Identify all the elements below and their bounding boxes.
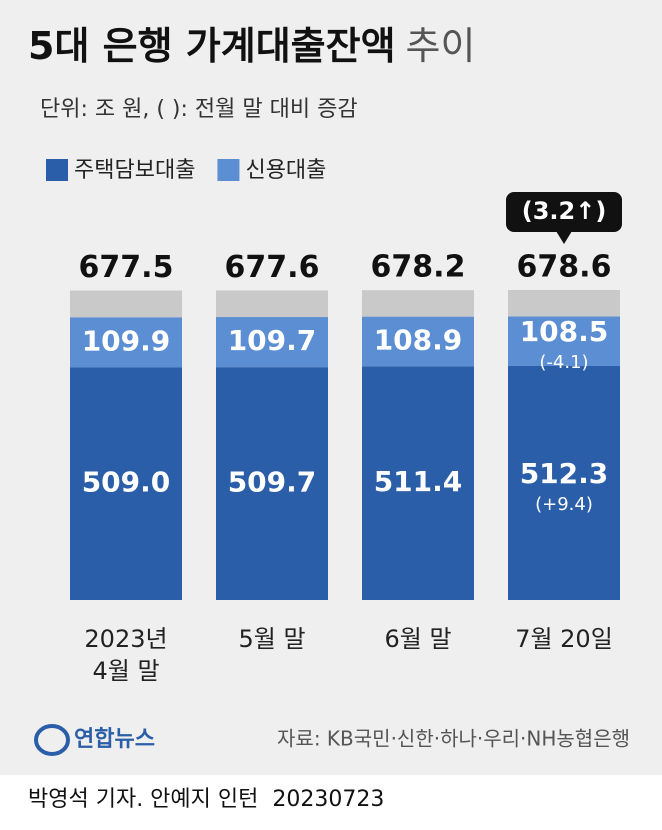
- bar-segment: [70, 367, 182, 600]
- bar-segment: [362, 316, 474, 367]
- total-label: 678.2: [371, 250, 466, 285]
- bar-remainder: [70, 290, 182, 318]
- x-tick-line: 7월 20일: [515, 625, 613, 653]
- bar-segment: [216, 367, 328, 600]
- logo-mark: [34, 724, 70, 756]
- bar-segment: [508, 365, 620, 600]
- credit: 박영석 기자. 안예지 인턴 20230723: [28, 787, 384, 812]
- bar-remainder: [216, 290, 328, 318]
- legend-label: 주택담보대출: [74, 158, 195, 183]
- legend-swatch: [46, 159, 68, 181]
- bars: 509.0 109.9 677.5 2023년 4월 말 509.7 109.7 677.6 5…: [70, 192, 622, 685]
- value-label: 511.4: [374, 465, 463, 498]
- subtitle: 단위: 조 원, ( ): 전월 말 대비 증감: [40, 97, 358, 122]
- legend-swatch: [217, 159, 240, 181]
- x-tick-line: 6월 말: [384, 625, 451, 653]
- change-label: (+9.4): [535, 494, 593, 515]
- bar-segment: [216, 317, 328, 368]
- value-label: 512.3: [520, 457, 609, 490]
- x-tick-label: 7월 20일: [515, 625, 613, 653]
- callout-box: [506, 192, 622, 232]
- value-label: 108.9: [374, 324, 463, 357]
- callout-label: (3.2↑): [522, 197, 607, 225]
- source: 자료: KB국민·신한·하나·우리·NH농협은행: [277, 727, 630, 751]
- legend-label: 신용대출: [245, 158, 326, 183]
- title-suffix: 추이: [406, 24, 476, 68]
- value-label: 109.9: [82, 324, 171, 357]
- bar-remainder: [362, 290, 474, 317]
- bar-segment: [362, 366, 474, 600]
- total-label: 677.6: [225, 250, 320, 285]
- bar-remainder: [508, 290, 620, 317]
- bar-segment: [508, 316, 620, 366]
- x-tick-line: 4월 말: [92, 657, 159, 685]
- total-label: 677.5: [79, 250, 174, 285]
- x-tick-label: 6월 말: [384, 625, 451, 653]
- total-label: 678.6: [517, 250, 612, 285]
- change-label: (-4.1): [539, 352, 588, 373]
- legend: 주택담보대출 신용대출: [46, 158, 326, 183]
- x-tick-line: 2023년: [84, 625, 167, 653]
- value-label: 509.7: [228, 466, 317, 499]
- chart-title: 5대 은행 가계대출잔액 추이: [28, 24, 475, 68]
- credit-name: 박영석 기자. 안예지 인턴: [28, 787, 258, 812]
- value-label: 509.0: [82, 466, 171, 499]
- logo: 연합뉴스: [74, 726, 155, 752]
- x-tick-line: 5월 말: [238, 625, 305, 653]
- value-label: 109.7: [228, 324, 317, 357]
- x-tick-label: 2023년 4월 말: [84, 625, 167, 685]
- bar-segment: [70, 317, 182, 368]
- value-label: 108.5: [520, 315, 609, 348]
- x-tick-label: 5월 말: [238, 625, 305, 653]
- callout-pointer: [556, 231, 572, 244]
- title-main: 5대 은행 가계대출잔액: [28, 24, 396, 68]
- credit-date: 20230723: [272, 787, 384, 812]
